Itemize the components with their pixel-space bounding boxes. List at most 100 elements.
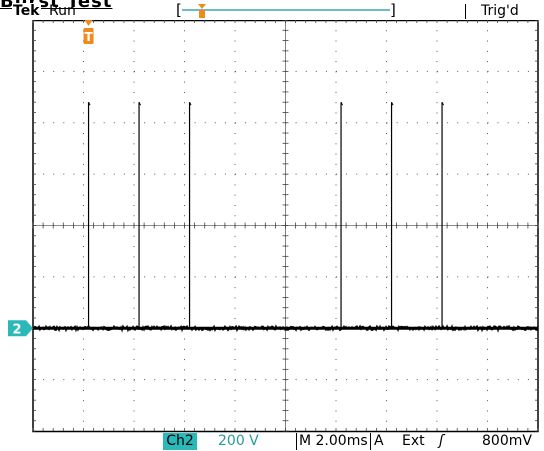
grid-dot: [437, 276, 438, 278]
grid-dot: [133, 61, 135, 63]
grid-dot: [234, 246, 236, 248]
grid-dot: [184, 359, 185, 361]
grid-dot: [133, 153, 135, 155]
grid-dot: [356, 70, 358, 72]
grid-dot: [335, 235, 337, 237]
grid-dot: [426, 122, 428, 124]
grid-dot: [43, 173, 45, 175]
grid-dot: [245, 122, 247, 124]
grid-dot: [416, 122, 418, 124]
grid-dot: [133, 40, 135, 42]
grid-dot: [346, 379, 348, 381]
grid-dot: [457, 122, 459, 124]
grid-dot: [487, 297, 488, 299]
grid-dot: [83, 389, 84, 391]
grid-dot: [235, 379, 236, 381]
grid-dot: [447, 276, 449, 278]
grid-dot: [335, 91, 337, 93]
grid-dot: [346, 70, 348, 72]
grid-dot: [386, 369, 387, 371]
grid-dot: [436, 287, 438, 289]
grid-dot: [366, 122, 368, 124]
grid-dot: [184, 91, 185, 93]
grid-dot: [234, 297, 236, 299]
grid-dot: [315, 173, 317, 175]
grid-dot: [477, 122, 479, 124]
grid-dot: [507, 122, 509, 124]
grid-dot: [497, 276, 499, 278]
grid-dot: [234, 359, 236, 361]
grid-dot: [234, 50, 236, 52]
grid-dot: [83, 102, 84, 104]
grid-dot: [527, 70, 529, 72]
grid-dot: [386, 379, 388, 381]
grid-dot: [436, 389, 438, 391]
grid-dot: [436, 246, 438, 248]
grid-dot: [224, 70, 226, 72]
grid-dot: [386, 235, 387, 237]
grid-dot: [144, 379, 146, 381]
grid-dot: [83, 173, 85, 175]
trigger-level[interactable]: 800mV: [482, 433, 532, 449]
grid-dot: [436, 420, 438, 422]
grid-dot: [356, 122, 358, 124]
trigger-source[interactable]: Ext: [402, 433, 425, 449]
grid-dot: [265, 173, 267, 175]
grid-dot: [487, 287, 488, 289]
grid-dot: [133, 369, 135, 371]
grid-dot: [376, 379, 378, 381]
grid-dot: [103, 379, 105, 381]
grid-dot: [133, 297, 135, 299]
grid-dot: [73, 379, 75, 381]
run-status: Run: [49, 3, 76, 19]
grid-dot: [487, 163, 488, 165]
grid-dot: [265, 70, 267, 72]
grid-dot: [487, 246, 488, 248]
timebase[interactable]: M 2.00ms: [299, 433, 368, 449]
grid-dot: [356, 276, 358, 278]
grid-dot: [164, 122, 166, 124]
channel2-badge[interactable]: Ch2: [163, 433, 197, 450]
scope-display[interactable]: T 2: [0, 20, 544, 434]
grid-dot: [275, 379, 277, 381]
grid-dot: [386, 307, 387, 309]
grid-dot: [184, 61, 185, 63]
grid-dot: [83, 30, 84, 32]
header-divider: [465, 4, 466, 19]
grid-dot: [507, 70, 509, 72]
grid-dot: [487, 215, 488, 217]
grid-dot: [234, 400, 236, 402]
grid-dot: [154, 70, 156, 72]
grid-dot: [487, 420, 488, 422]
grid-dot: [214, 276, 216, 278]
grid-dot: [133, 184, 135, 186]
grid-dot: [234, 215, 236, 217]
grid-dot: [133, 112, 135, 114]
grid-dot: [497, 379, 499, 381]
grid-dot: [507, 173, 509, 175]
grid-dot: [436, 102, 438, 104]
grid-dot: [305, 70, 307, 72]
grid-dot: [436, 317, 438, 319]
grid-dot: [184, 133, 185, 135]
grid-dot: [335, 256, 337, 258]
grid-dot: [83, 359, 84, 361]
grid-dot: [325, 173, 327, 175]
grid-dot: [436, 143, 438, 145]
grid-dot: [103, 276, 105, 278]
grid-dot: [335, 112, 337, 114]
grid-dot: [386, 389, 387, 391]
grid-dot: [487, 204, 488, 206]
grid-dot: [133, 91, 135, 93]
grid-dot: [184, 307, 185, 309]
grid-dot: [416, 173, 418, 175]
grid-dot: [295, 122, 297, 124]
grid-dot: [133, 30, 135, 32]
grid-dot: [174, 276, 176, 278]
grid-dot: [386, 40, 387, 42]
grid-dot: [234, 102, 236, 104]
grid-dot: [386, 184, 387, 186]
grid-dot: [265, 379, 267, 381]
grid-dot: [467, 122, 469, 124]
grid-dot: [214, 70, 216, 72]
